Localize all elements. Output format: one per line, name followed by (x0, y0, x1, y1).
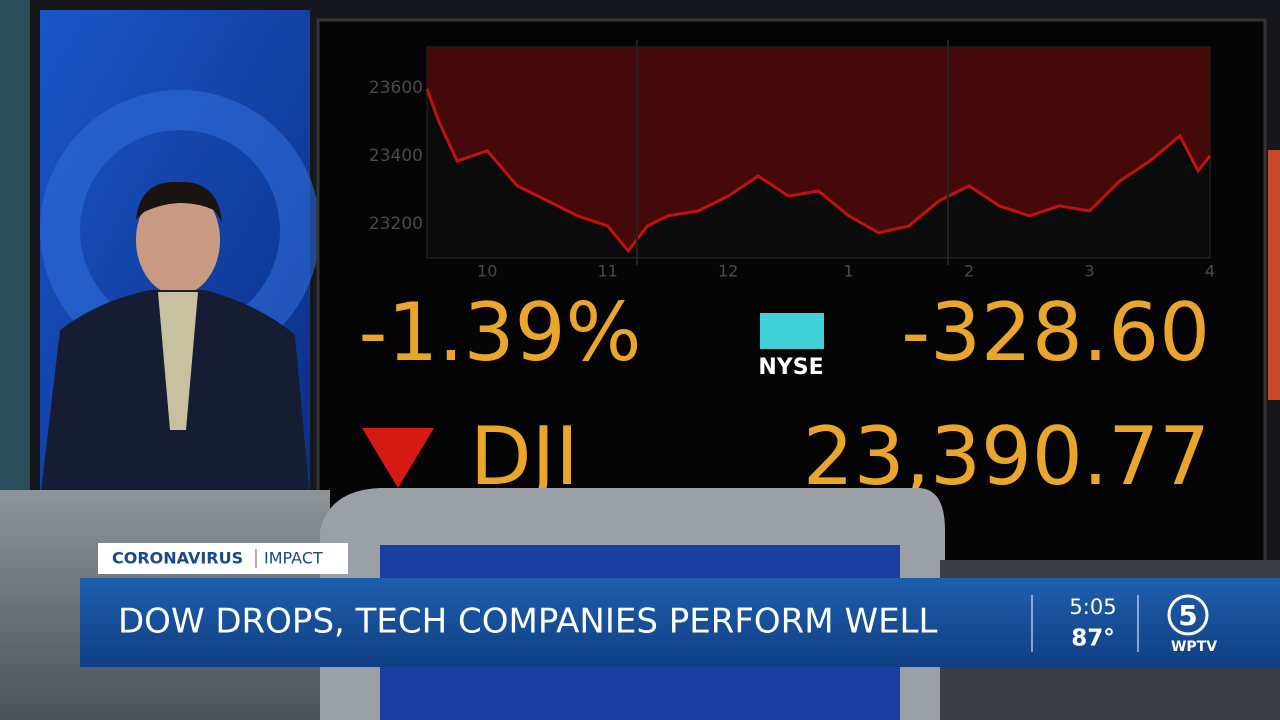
x-tick-label: 1 (844, 262, 854, 281)
headline-bar (80, 578, 1280, 667)
left-window (0, 0, 30, 500)
subtag: IMPACT (264, 549, 323, 568)
time: 5:05 (1069, 595, 1116, 619)
x-tick-label: 4 (1205, 262, 1215, 281)
tag-box (98, 543, 348, 574)
logo-ring (1167, 594, 1209, 636)
x-tick-label: 10 (477, 262, 497, 281)
nyse-logo: NYSE (758, 313, 824, 380)
tag: CORONAVIRUS (112, 549, 243, 568)
right-edge (1268, 150, 1280, 400)
nyse-pillars (760, 313, 824, 349)
temperature: 87° (1071, 626, 1115, 652)
index-value: 23,390.77 (803, 410, 1210, 503)
x-tick-label: 2 (964, 262, 974, 281)
percent-change: -1.39% (358, 286, 641, 379)
index-name: DJI (470, 410, 579, 503)
headline: DOW DROPS, TECH COMPANIES PERFORM WELL (118, 602, 937, 642)
down-arrow (362, 428, 434, 488)
station: WPTV (1171, 639, 1217, 655)
exchange: NYSE (758, 355, 823, 380)
x-tick-label: 12 (718, 262, 738, 281)
y-tick-label: 23400 (369, 146, 423, 166)
channel-number: 5 (1178, 599, 1197, 632)
x-tick-label: 11 (598, 262, 618, 281)
anchor-tie (158, 292, 198, 430)
area (427, 47, 1210, 251)
y-tick-label: 23600 (369, 78, 423, 98)
anchor-head (136, 185, 220, 295)
point-change: -328.60 (901, 286, 1210, 379)
anchor (40, 181, 310, 500)
line (425, 88, 1212, 254)
y-tick-label: 23200 (369, 214, 423, 234)
x-tick-label: 3 (1084, 262, 1094, 281)
anchor-hair (136, 181, 222, 222)
